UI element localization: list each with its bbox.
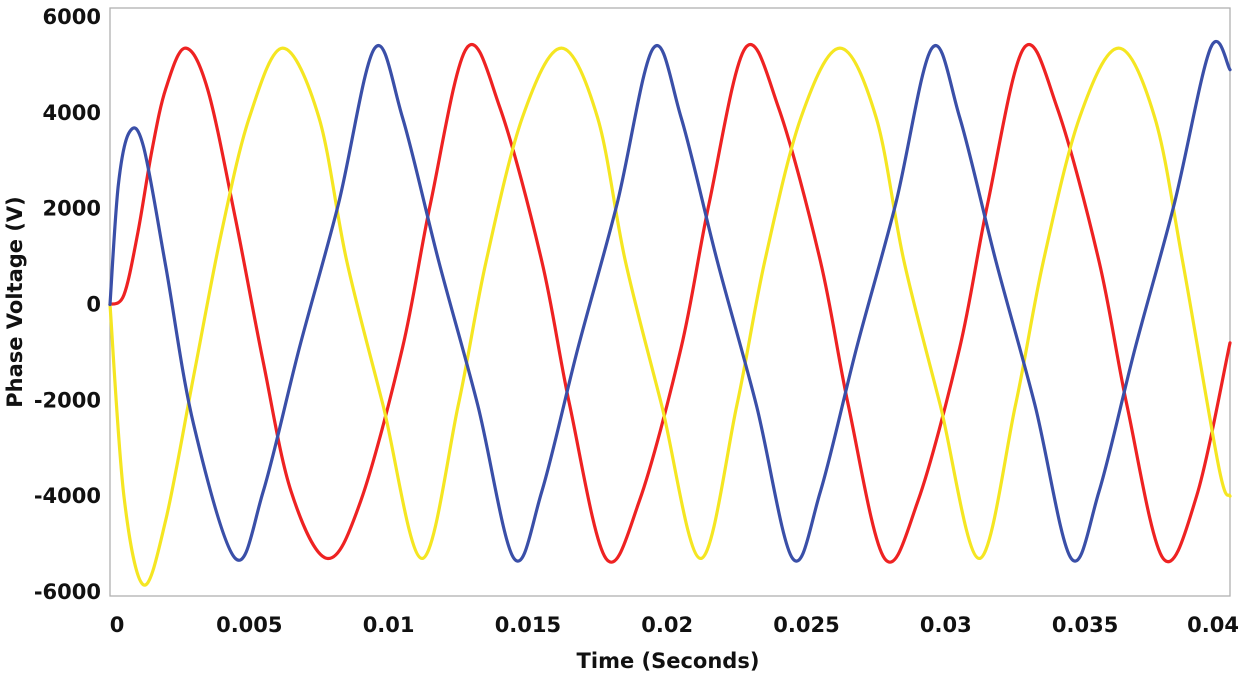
y-tick-label: 2000: [43, 197, 101, 221]
x-tick-label: 0.025: [773, 613, 839, 637]
y-tick-label: 6000: [43, 5, 101, 29]
x-tick-label: 0.04: [1187, 613, 1239, 637]
x-tick-label: 0.005: [216, 613, 282, 637]
series-layer: [108, 39, 1232, 587]
x-tick-label: 0.035: [1052, 613, 1118, 637]
y-tick-label: 0: [86, 293, 101, 317]
y-tick-label: 4000: [43, 101, 101, 125]
y-tick-label: -6000: [34, 580, 101, 604]
x-tick-label: 0.02: [641, 613, 693, 637]
y-tick-label: -4000: [34, 484, 101, 508]
x-tick-label: 0.01: [363, 613, 415, 637]
y-tick-label: -2000: [34, 388, 101, 412]
y-axis-title: Phase Voltage (V): [3, 196, 27, 408]
series-line-3: [108, 39, 1232, 563]
x-tick-label: 0.03: [920, 613, 972, 637]
plot-frame: [109, 7, 1231, 597]
x-tick-labels: 0 0.005 0.01 0.015 0.02 0.025 0.03 0.035 0.04: [110, 613, 1239, 637]
series-line-1: [108, 43, 1232, 564]
x-tick-label: 0.015: [495, 613, 561, 637]
series-line-2: [108, 46, 1232, 587]
y-tick-labels: 6000 4000 2000 0 -2000 -4000 -6000: [34, 5, 101, 604]
x-tick-label: 0: [110, 613, 125, 637]
x-axis-title: Time (Seconds): [577, 649, 760, 673]
